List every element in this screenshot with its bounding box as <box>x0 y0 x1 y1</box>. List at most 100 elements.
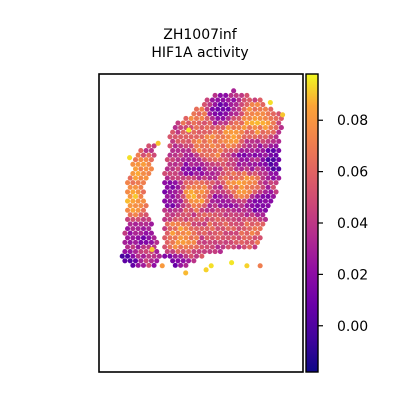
spot <box>270 148 276 154</box>
spot <box>236 106 242 112</box>
spot <box>201 166 208 172</box>
spot <box>164 221 170 227</box>
spot <box>183 198 189 204</box>
spot <box>236 244 242 250</box>
spot <box>244 203 250 209</box>
spot <box>212 239 218 245</box>
spot <box>257 235 263 241</box>
spot <box>212 157 218 163</box>
spot <box>265 203 271 209</box>
spot <box>132 203 139 209</box>
spot <box>140 235 147 241</box>
spot <box>199 115 205 121</box>
spot <box>191 230 197 236</box>
spot <box>207 203 213 209</box>
spot <box>241 106 247 112</box>
spot <box>191 138 197 144</box>
spot <box>199 161 205 167</box>
spot <box>143 258 149 264</box>
spot <box>215 244 221 250</box>
spot <box>247 106 253 112</box>
spot <box>209 244 215 250</box>
spot <box>127 239 133 245</box>
spot <box>225 97 231 103</box>
spot <box>239 166 245 172</box>
spot <box>140 189 147 195</box>
spot <box>233 102 239 108</box>
spot <box>207 148 213 154</box>
spot <box>217 184 223 190</box>
spot <box>167 143 173 149</box>
spot <box>191 166 197 172</box>
spot <box>178 244 184 250</box>
spot <box>201 249 208 255</box>
spot <box>178 125 184 131</box>
spot <box>249 230 255 236</box>
spot <box>207 129 213 135</box>
spot <box>138 212 144 218</box>
spot <box>170 148 176 154</box>
spot <box>228 239 234 245</box>
spot <box>162 226 168 232</box>
spot <box>183 189 189 195</box>
spot <box>167 198 173 204</box>
spot <box>199 226 205 232</box>
spot <box>140 152 147 158</box>
spot <box>140 216 147 222</box>
spot <box>164 212 170 218</box>
spot <box>180 148 186 154</box>
spot <box>143 175 149 181</box>
spot <box>143 249 149 255</box>
spot <box>135 253 141 259</box>
spot <box>164 249 170 255</box>
spot <box>140 207 147 213</box>
spot <box>217 203 223 209</box>
spot <box>132 175 139 181</box>
spot <box>127 249 133 255</box>
spot <box>180 221 186 227</box>
spot <box>278 125 284 131</box>
spot <box>236 143 242 149</box>
spot <box>170 166 176 172</box>
spot <box>257 207 263 213</box>
spot <box>162 216 168 222</box>
spot <box>122 258 128 264</box>
plot-frame <box>98 73 304 373</box>
spot <box>135 244 141 250</box>
spot <box>223 212 229 218</box>
spot <box>231 88 237 94</box>
spot <box>262 143 269 149</box>
spot <box>244 221 250 227</box>
spot <box>220 125 226 131</box>
spot <box>231 189 237 195</box>
spot <box>225 106 231 112</box>
spot <box>180 212 186 218</box>
spot <box>233 203 239 209</box>
spot <box>252 143 258 149</box>
spot <box>170 203 176 209</box>
spot <box>239 175 245 181</box>
spot <box>196 193 202 200</box>
spot <box>252 134 258 140</box>
spot <box>239 193 245 200</box>
spot <box>191 258 197 264</box>
spot <box>191 221 197 227</box>
spot <box>127 193 133 200</box>
spot <box>193 226 200 232</box>
spot <box>249 129 255 135</box>
spot <box>252 152 258 158</box>
spot <box>143 212 149 218</box>
spot <box>268 170 274 177</box>
spot <box>140 244 147 250</box>
spot <box>239 92 245 98</box>
spot <box>178 189 184 195</box>
spot <box>231 216 237 222</box>
spot <box>193 134 200 140</box>
spot <box>220 106 226 112</box>
spot <box>199 180 205 186</box>
spot <box>188 198 194 204</box>
spot <box>257 180 263 186</box>
spot <box>146 235 152 241</box>
spot <box>254 239 261 245</box>
spot <box>268 161 274 167</box>
